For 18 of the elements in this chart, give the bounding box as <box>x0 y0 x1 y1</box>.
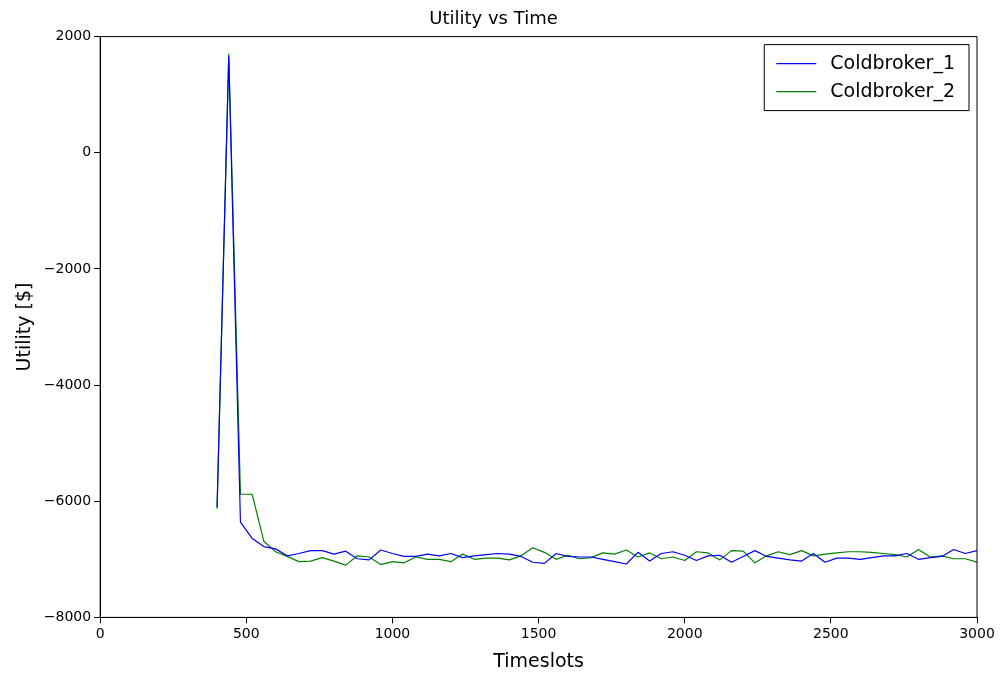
y-tick-label: −2000 <box>43 259 92 276</box>
x-tick-label: 2500 <box>813 625 849 642</box>
x-tick-label: 500 <box>232 625 260 642</box>
legend-label: Coldbroker_1 <box>830 50 956 74</box>
x-tick-label: 1500 <box>520 625 557 642</box>
chart-title: Utility vs Time <box>429 7 558 29</box>
x-tick-label: 2000 <box>666 625 703 642</box>
y-tick-label: −8000 <box>43 608 92 625</box>
x-axis-title: Timeslots <box>492 648 584 671</box>
y-tick-label: −4000 <box>43 375 92 392</box>
x-tick-label: 3000 <box>959 625 995 642</box>
y-tick-label: −6000 <box>43 491 92 508</box>
y-tick-label: 2000 <box>55 27 92 44</box>
y-axis-title: Utility [$] <box>12 282 35 372</box>
x-tick-label: 1000 <box>374 625 411 642</box>
x-tick-label: 0 <box>95 625 105 642</box>
legend-label: Coldbroker_2 <box>830 78 956 102</box>
y-tick-label: 0 <box>82 143 92 160</box>
